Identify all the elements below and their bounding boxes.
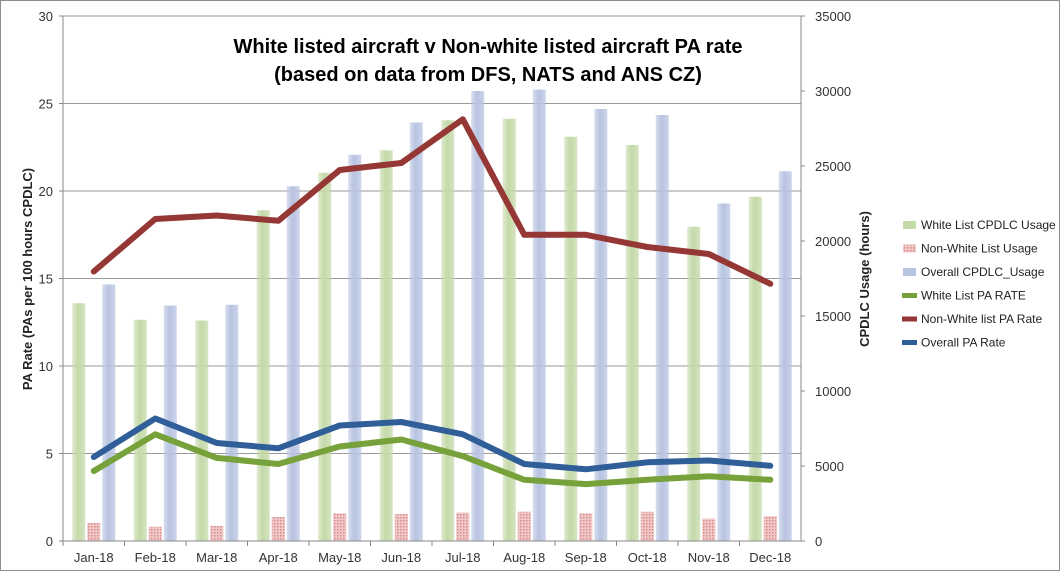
line-overall-pa-rate [90, 415, 774, 473]
bar-white-list-cpdlc-usage-dec-18 [748, 196, 762, 541]
bar-white-list-cpdlc-usage-nov-18 [687, 226, 701, 541]
x-tick-label: Dec-18 [749, 550, 791, 565]
bar-overall-cpdlc-usage-dec-18 [778, 171, 792, 541]
legend-label: Non-White list PA Rate [921, 312, 1042, 326]
left-tick-label: 30 [39, 9, 53, 24]
legend-label: White List CPDLC Usage [921, 218, 1056, 232]
x-tick-label: Feb-18 [135, 550, 176, 565]
bar-white-list-cpdlc-usage-sep-18 [564, 136, 578, 541]
left-tick-label: 5 [46, 447, 53, 462]
right-axis-title: CPDLC Usage (hours) [857, 211, 872, 347]
chart-title-line-2: (based on data from DFS, NATS and ANS CZ… [274, 64, 702, 86]
bar-non-white-list-usage-jan-18 [87, 523, 101, 541]
legend-swatch [903, 244, 916, 253]
x-tick-label: Jul-18 [445, 550, 480, 565]
x-tick-label: Apr-18 [259, 550, 298, 565]
bar-non-white-list-usage-jul-18 [456, 512, 470, 541]
bar-overall-cpdlc-usage-sep-18 [594, 109, 608, 541]
x-tick-label: Sep-18 [565, 550, 607, 565]
bar-overall-cpdlc-usage-aug-18 [532, 89, 546, 541]
bar-non-white-list-usage-nov-18 [702, 518, 716, 541]
legend-swatch [903, 268, 916, 276]
usage-bars [72, 89, 792, 541]
bar-white-list-cpdlc-usage-mar-18 [195, 320, 209, 541]
right-tick-label: 5000 [815, 459, 844, 474]
bar-non-white-list-usage-apr-18 [271, 517, 285, 541]
gridlines [63, 15, 801, 454]
bar-non-white-list-usage-feb-18 [148, 526, 162, 541]
left-tick-label: 0 [46, 534, 53, 549]
legend: White List CPDLC Usage Non-White List Usa… [902, 218, 1056, 350]
left-tick-label: 15 [39, 272, 53, 287]
bar-non-white-list-usage-jun-18 [394, 514, 408, 541]
x-tick-label: May-18 [318, 550, 361, 565]
bar-non-white-list-usage-dec-18 [763, 516, 777, 541]
bar-non-white-list-usage-aug-18 [517, 511, 531, 541]
x-tick-label: Jun-18 [381, 550, 421, 565]
pa-rate-lines [90, 116, 774, 488]
bar-white-list-cpdlc-usage-aug-18 [502, 118, 516, 541]
x-tick-label: Nov-18 [688, 550, 730, 565]
legend-label: Overall CPDLC_Usage [921, 265, 1045, 279]
bar-overall-cpdlc-usage-jul-18 [471, 91, 485, 541]
bar-overall-cpdlc-usage-nov-18 [717, 203, 731, 541]
right-tick-labels: 0 5000 10000 15000 20000 25000 30000 35000 [801, 9, 851, 549]
x-tick-label: Jan-18 [74, 550, 114, 565]
left-tick-label: 25 [39, 97, 53, 112]
right-tick-label: 0 [815, 534, 822, 549]
bar-overall-cpdlc-usage-oct-18 [655, 115, 669, 541]
bar-white-list-cpdlc-usage-jan-18 [72, 303, 86, 541]
bar-overall-cpdlc-usage-mar-18 [225, 304, 239, 541]
left-tick-label: 20 [39, 184, 53, 199]
right-tick-label: 30000 [815, 84, 851, 99]
x-tick-label: Aug-18 [503, 550, 545, 565]
x-tick-labels: Jan-18 Feb-18 Mar-18 Apr-18 May-18 Jun-18 Jul-… [62, 541, 791, 565]
right-tick-label: 10000 [815, 384, 851, 399]
right-tick-label: 35000 [815, 9, 851, 24]
legend-swatch [903, 221, 916, 229]
bar-overall-cpdlc-usage-jan-18 [102, 284, 116, 541]
x-tick-label: Oct-18 [628, 550, 667, 565]
line-non-white-list-pa-rate [90, 116, 774, 287]
x-tick-label: Mar-18 [196, 550, 237, 565]
bar-overall-cpdlc-usage-jun-18 [409, 122, 423, 541]
bar-non-white-list-usage-mar-18 [210, 526, 224, 541]
right-tick-label: 25000 [815, 159, 851, 174]
legend-label: Non-White List Usage [921, 242, 1038, 256]
bar-non-white-list-usage-may-18 [333, 513, 347, 541]
bar-white-list-cpdlc-usage-may-18 [318, 172, 332, 541]
chart-title-line-1: White listed aircraft v Non-white listed… [233, 36, 742, 58]
bar-non-white-list-usage-sep-18 [579, 513, 593, 541]
left-tick-labels: 0 5 10 15 20 25 30 [39, 9, 63, 549]
bar-white-list-cpdlc-usage-apr-18 [256, 210, 270, 541]
right-tick-label: 20000 [815, 234, 851, 249]
bar-non-white-list-usage-oct-18 [640, 511, 654, 541]
legend-label: White List PA RATE [921, 289, 1026, 303]
line-white-list-pa-rate [90, 431, 774, 488]
legend-label: Overall PA Rate [921, 336, 1006, 350]
right-tick-label: 15000 [815, 309, 851, 324]
left-tick-label: 10 [39, 359, 53, 374]
bar-white-list-cpdlc-usage-jun-18 [379, 150, 393, 541]
bar-overall-cpdlc-usage-apr-18 [286, 186, 300, 541]
left-axis-title: PA Rate (PAs per 100 hours CPDLC) [20, 168, 35, 390]
bar-overall-cpdlc-usage-may-18 [348, 154, 362, 541]
bar-white-list-cpdlc-usage-jul-18 [441, 120, 455, 541]
